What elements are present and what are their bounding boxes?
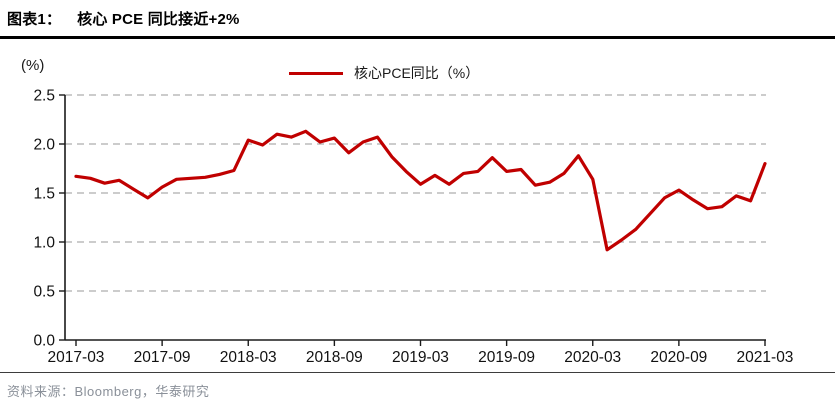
legend-line-swatch: [289, 71, 343, 75]
figure-label: 图表1：: [7, 11, 62, 28]
y-axis-tick-label: 0.5: [33, 284, 55, 301]
y-axis-tick-label: 2.5: [33, 88, 55, 105]
x-axis-tick-label: 2021-03: [737, 349, 794, 366]
x-axis-tick-label: 2018-09: [306, 349, 363, 366]
y-axis-tick-label: 2.0: [33, 137, 55, 154]
y-axis-tick-label: 0.0: [33, 333, 55, 350]
legend-label: 核心PCE同比（%）: [354, 65, 480, 81]
x-axis-tick-label: 2019-03: [392, 349, 449, 366]
figure-title: 核心 PCE 同比接近+2%: [77, 11, 240, 28]
figure-header: 图表1： 核心 PCE 同比接近+2%: [0, 0, 835, 39]
x-axis-tick-label: 2019-09: [478, 349, 535, 366]
data-line-核心PCE同比（%）: [74, 129, 767, 252]
legend: 核心PCE同比（%）: [289, 63, 479, 83]
x-axis-tick-label: 2017-09: [134, 349, 191, 366]
x-axis-tick-label: 2020-03: [564, 349, 621, 366]
y-axis-tick-label: 1.0: [33, 235, 55, 252]
y-axis-tick-label: 1.5: [33, 186, 55, 203]
x-axis-tick-label: 2018-03: [220, 349, 277, 366]
x-axis-tick-label: 2020-09: [650, 349, 707, 366]
x-axis-tick-label: 2017-03: [48, 349, 105, 366]
y-axis-unit-label: (%): [21, 57, 45, 74]
source-note: 资料来源：Bloomberg，华泰研究: [0, 372, 835, 400]
